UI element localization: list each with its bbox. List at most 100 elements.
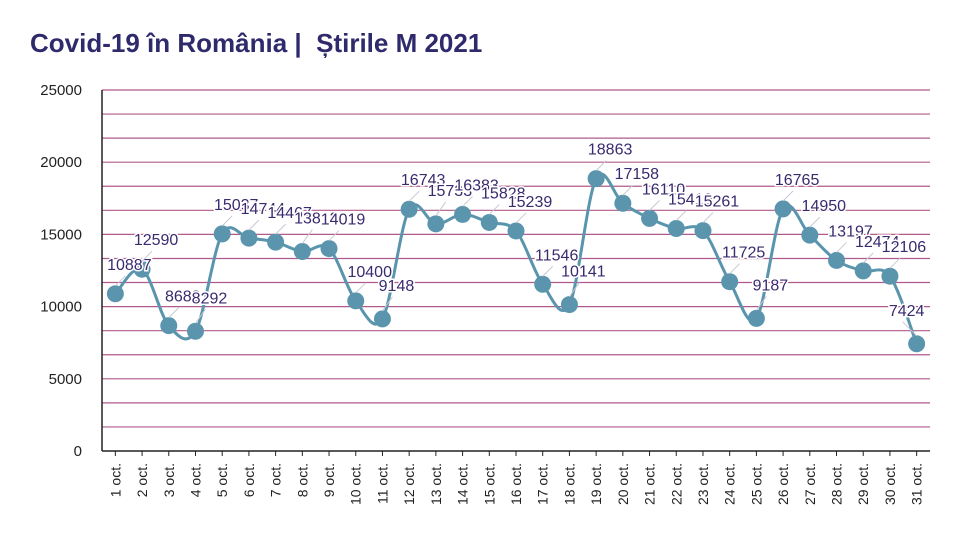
data-point — [774, 200, 792, 218]
leader-line — [168, 307, 180, 318]
data-label: 9187 — [753, 277, 789, 294]
data-point — [694, 222, 712, 240]
y-tick-label: 15000 — [40, 226, 82, 243]
x-tick-label: 6 oct. — [241, 463, 257, 497]
data-label: 12474 — [855, 234, 900, 251]
leader-line — [435, 201, 447, 217]
leader-line — [301, 229, 313, 244]
leader-line — [141, 250, 153, 262]
x-tick-label: 7 oct. — [268, 463, 284, 497]
data-label: 10400 — [347, 264, 392, 281]
leader-line — [275, 223, 286, 235]
leader-line — [221, 215, 233, 227]
x-axis: 1 oct. 2 oct. 3 oct. 4 oct. 5 oct. 6 oct. 7 oc… — [102, 450, 930, 505]
grid-lines — [102, 89, 930, 428]
y-tick-label: 10000 — [40, 299, 82, 316]
data-label: 15037 — [214, 197, 259, 214]
x-tick-label: 5 oct. — [214, 463, 230, 497]
leader-line — [809, 216, 821, 228]
data-label: 16110 — [642, 181, 685, 198]
y-tick-label: 25000 — [40, 82, 82, 99]
leader-line — [248, 219, 260, 231]
leader-line — [569, 282, 580, 297]
data-label: 14467 — [267, 205, 312, 222]
x-tick-label: 19 oct. — [588, 463, 604, 505]
data-point — [454, 205, 472, 223]
data-point — [667, 219, 685, 237]
leader-line — [862, 252, 874, 264]
leader-line — [195, 308, 206, 324]
leader-line — [115, 275, 126, 287]
leader-line — [355, 282, 367, 294]
leader-line — [729, 263, 741, 275]
leader-line — [782, 190, 794, 202]
leader-line — [542, 265, 554, 277]
data-point — [881, 267, 899, 285]
data-point — [133, 260, 151, 278]
x-tick-label: 9 oct. — [321, 463, 337, 497]
y-tick-label: 5000 — [49, 371, 82, 388]
y-axis: 0 5000 10000 15000 20000 25000 — [40, 82, 103, 460]
data-point — [320, 240, 338, 258]
leader-line — [595, 160, 607, 171]
data-point — [213, 225, 231, 243]
data-label: 15410 — [668, 191, 713, 208]
data-label: 8292 — [192, 290, 228, 307]
leader-line — [622, 184, 634, 196]
data-label: 14019 — [321, 212, 366, 229]
x-tick-label: 2 oct. — [134, 463, 150, 497]
leader-line — [488, 204, 500, 215]
data-point — [560, 296, 578, 314]
data-point — [747, 309, 765, 327]
leader-line — [836, 242, 847, 253]
data-point — [854, 262, 872, 280]
x-tick-label: 25 oct. — [748, 463, 764, 505]
y-tick-label: 20000 — [40, 154, 82, 171]
x-tick-label: 22 oct. — [668, 463, 684, 505]
data-point — [480, 213, 498, 231]
leader-line — [382, 296, 393, 312]
data-point — [400, 200, 418, 218]
data-label: 17158 — [615, 166, 660, 183]
leader-line — [902, 321, 917, 337]
data-label: 10887 — [107, 257, 152, 274]
x-tick-label: 3 oct. — [161, 463, 177, 497]
data-label: 16743 — [401, 172, 446, 189]
data-point — [427, 215, 445, 233]
data-label: 12590 — [134, 232, 179, 249]
data-label: 15828 — [481, 185, 526, 202]
leader-line — [649, 200, 660, 211]
data-point — [106, 285, 124, 303]
data-point — [908, 335, 926, 353]
x-tick-label: 16 oct. — [508, 463, 524, 505]
x-tick-label: 13 oct. — [428, 463, 444, 505]
data-label: 10141 — [561, 264, 606, 281]
data-point — [373, 310, 391, 328]
data-point — [347, 292, 365, 310]
data-point — [641, 209, 659, 227]
leader-line — [889, 257, 901, 269]
x-tick-label: 11 oct. — [374, 463, 390, 504]
leader-line — [408, 190, 420, 202]
data-point — [828, 251, 846, 269]
data-point — [267, 233, 285, 251]
data-label: 15261 — [695, 194, 740, 211]
x-tick-label: 18 oct. — [561, 463, 577, 505]
data-label: 11546 — [535, 247, 578, 264]
leader-line — [702, 212, 714, 223]
data-point — [614, 194, 632, 212]
data-label: 15239 — [508, 194, 553, 211]
leader-line — [515, 212, 527, 224]
data-point — [240, 229, 258, 247]
data-label: 12106 — [882, 239, 927, 256]
x-tick-label: 1 oct. — [107, 463, 123, 497]
x-tick-label: 29 oct. — [855, 463, 871, 505]
data-labels: 1088712590868382921503714744144671381314… — [106, 140, 928, 337]
x-tick-label: 4 oct. — [187, 463, 203, 497]
data-label: 16383 — [454, 177, 499, 194]
x-tick-label: 30 oct. — [882, 463, 898, 505]
y-tick-label: 0 — [74, 443, 82, 460]
x-tick-label: 17 oct. — [535, 463, 551, 505]
data-point — [587, 170, 605, 188]
